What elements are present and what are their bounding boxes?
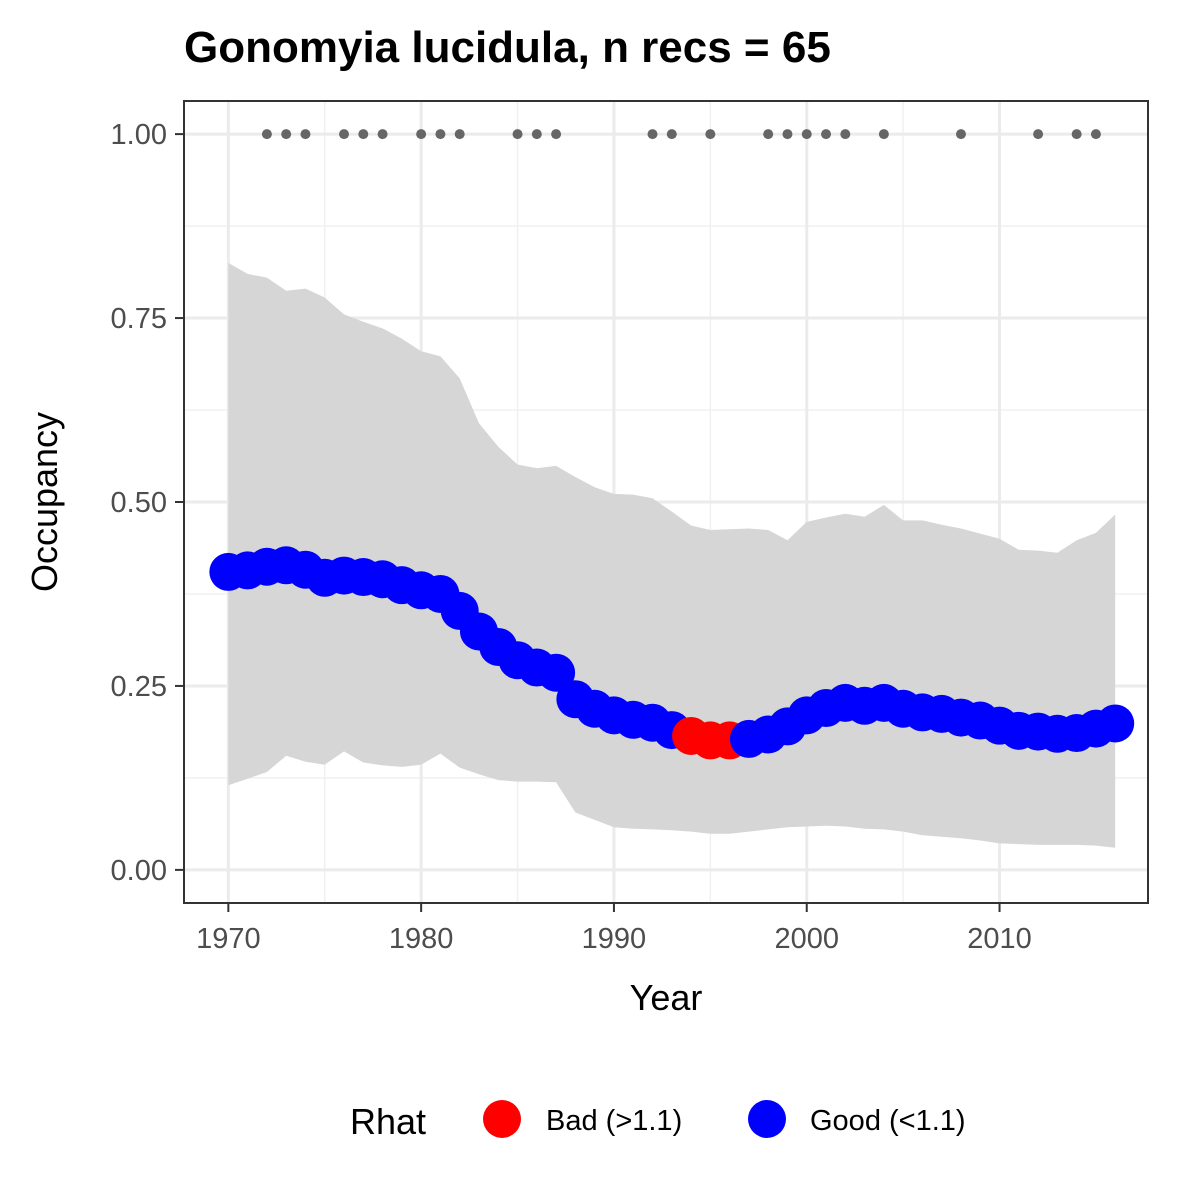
x-axis-tick-labels: 1970 1980 1990 2000 2010 [196,923,1032,955]
record-point [416,129,427,140]
legend-key-good [748,1100,786,1138]
record-point [878,129,889,140]
x-tick-label: 1980 [389,923,454,955]
record-point [821,129,832,140]
record-point [339,129,350,140]
record-point [531,129,542,140]
y-axis-tick-labels: 0.00 0.25 0.50 0.75 1.00 [111,119,167,887]
y-tick-label: 1.00 [111,119,167,151]
legend-title: Rhat [350,1101,426,1142]
record-point [763,129,774,140]
record-point [666,129,677,140]
y-tick-label: 0.00 [111,855,167,887]
y-axis-title: Occupancy [24,412,65,592]
record-point [955,129,966,140]
record-point [512,129,523,140]
x-axis-title: Year [630,977,703,1018]
record-point [1071,129,1082,140]
occupancy-points-layer [209,546,1135,760]
occupancy-point-good [537,653,576,692]
x-tick-label: 2010 [967,923,1032,955]
legend-key-bad [483,1100,521,1138]
record-point [782,129,793,140]
x-tick-label: 2000 [774,923,839,955]
legend: Rhat Bad (>1.1) Good (<1.1) [350,1100,966,1142]
x-tick-label: 1970 [196,923,261,955]
record-point [801,129,812,140]
legend-label-bad: Bad (>1.1) [546,1105,682,1137]
record-point [261,129,272,140]
record-point [435,129,446,140]
record-point [281,129,292,140]
y-tick-label: 0.50 [111,487,167,519]
record-point [454,129,465,140]
axis-ticks [175,133,1001,912]
chart-title: Gonomyia lucidula, n recs = 65 [184,23,831,72]
x-tick-label: 1990 [582,923,647,955]
occupancy-point-good [1096,704,1135,743]
record-point [551,129,562,140]
y-tick-label: 0.75 [111,303,167,335]
record-point [840,129,851,140]
record-point [358,129,369,140]
record-point [1033,129,1044,140]
legend-label-good: Good (<1.1) [810,1105,966,1137]
record-point [705,129,716,140]
record-point [377,129,388,140]
record-point [1090,129,1101,140]
y-tick-label: 0.25 [111,671,167,703]
record-point [300,129,311,140]
record-points-layer [261,129,1101,140]
record-point [647,129,658,140]
